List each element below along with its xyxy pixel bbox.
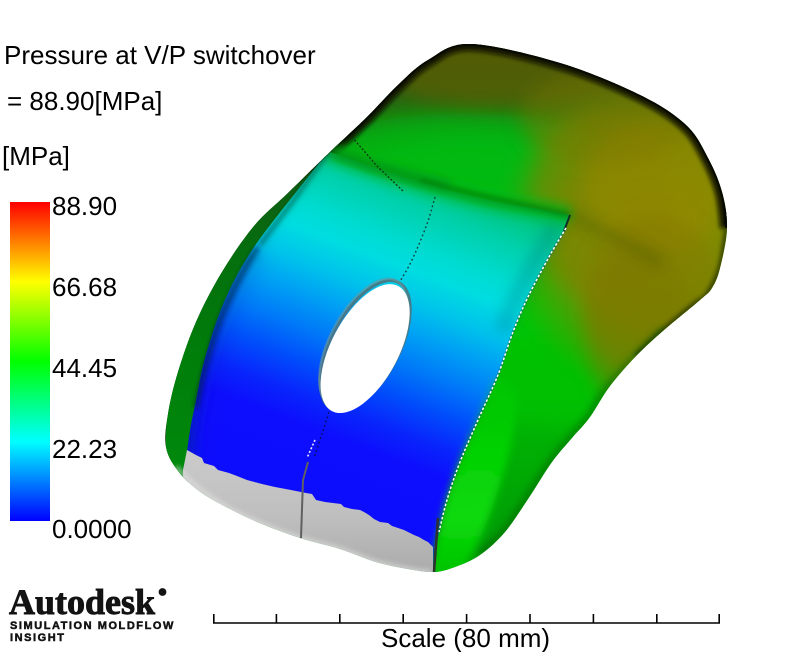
svg-text:Autodesk: Autodesk bbox=[9, 582, 155, 622]
svg-text:SIMULATION MOLDFLOW: SIMULATION MOLDFLOW bbox=[10, 620, 175, 632]
svg-text:INSIGHT: INSIGHT bbox=[10, 632, 65, 644]
svg-text:Pressure at V/P switchover: Pressure at V/P switchover bbox=[4, 40, 316, 70]
svg-text:88.90: 88.90 bbox=[52, 191, 117, 221]
svg-text:0.0000: 0.0000 bbox=[52, 514, 132, 544]
svg-text:22.23: 22.23 bbox=[52, 434, 117, 464]
svg-text:66.68: 66.68 bbox=[52, 272, 117, 302]
svg-text:44.45: 44.45 bbox=[52, 353, 117, 383]
svg-text:[MPa]: [MPa] bbox=[2, 141, 70, 171]
svg-text:= 88.90[MPa]: = 88.90[MPa] bbox=[7, 86, 162, 116]
svg-text:Scale (80 mm): Scale (80 mm) bbox=[381, 623, 550, 652]
